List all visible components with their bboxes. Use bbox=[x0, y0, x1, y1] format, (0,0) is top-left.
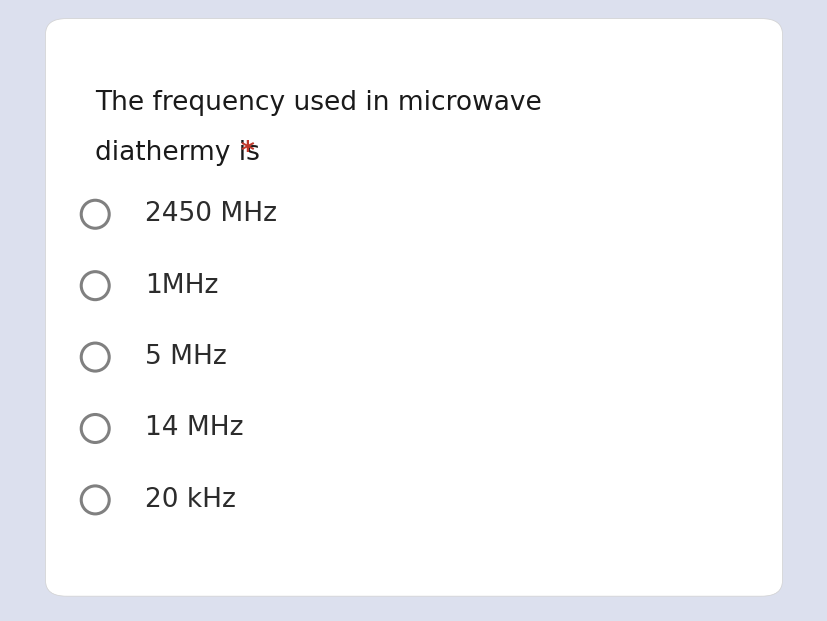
Text: 20 kHz: 20 kHz bbox=[145, 487, 236, 513]
Text: 1MHz: 1MHz bbox=[145, 273, 218, 299]
Ellipse shape bbox=[81, 343, 109, 371]
Ellipse shape bbox=[81, 486, 109, 514]
Text: 2450 MHz: 2450 MHz bbox=[145, 201, 276, 227]
Text: 5 MHz: 5 MHz bbox=[145, 344, 227, 370]
Ellipse shape bbox=[81, 271, 109, 300]
Ellipse shape bbox=[81, 414, 109, 443]
Text: 14 MHz: 14 MHz bbox=[145, 415, 243, 442]
Ellipse shape bbox=[81, 200, 109, 229]
Text: The frequency used in microwave: The frequency used in microwave bbox=[95, 90, 542, 116]
Text: diathermy is: diathermy is bbox=[95, 140, 268, 166]
FancyBboxPatch shape bbox=[45, 19, 782, 596]
Text: *: * bbox=[240, 140, 254, 166]
